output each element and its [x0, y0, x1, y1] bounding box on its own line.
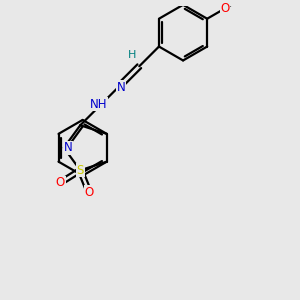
- Text: NH: NH: [90, 98, 107, 111]
- Text: O: O: [56, 176, 65, 189]
- Text: O: O: [84, 185, 94, 199]
- Text: S: S: [76, 164, 84, 177]
- Text: H: H: [128, 50, 136, 60]
- Text: N: N: [64, 141, 73, 154]
- Text: N: N: [117, 81, 125, 94]
- Text: O: O: [220, 2, 230, 15]
